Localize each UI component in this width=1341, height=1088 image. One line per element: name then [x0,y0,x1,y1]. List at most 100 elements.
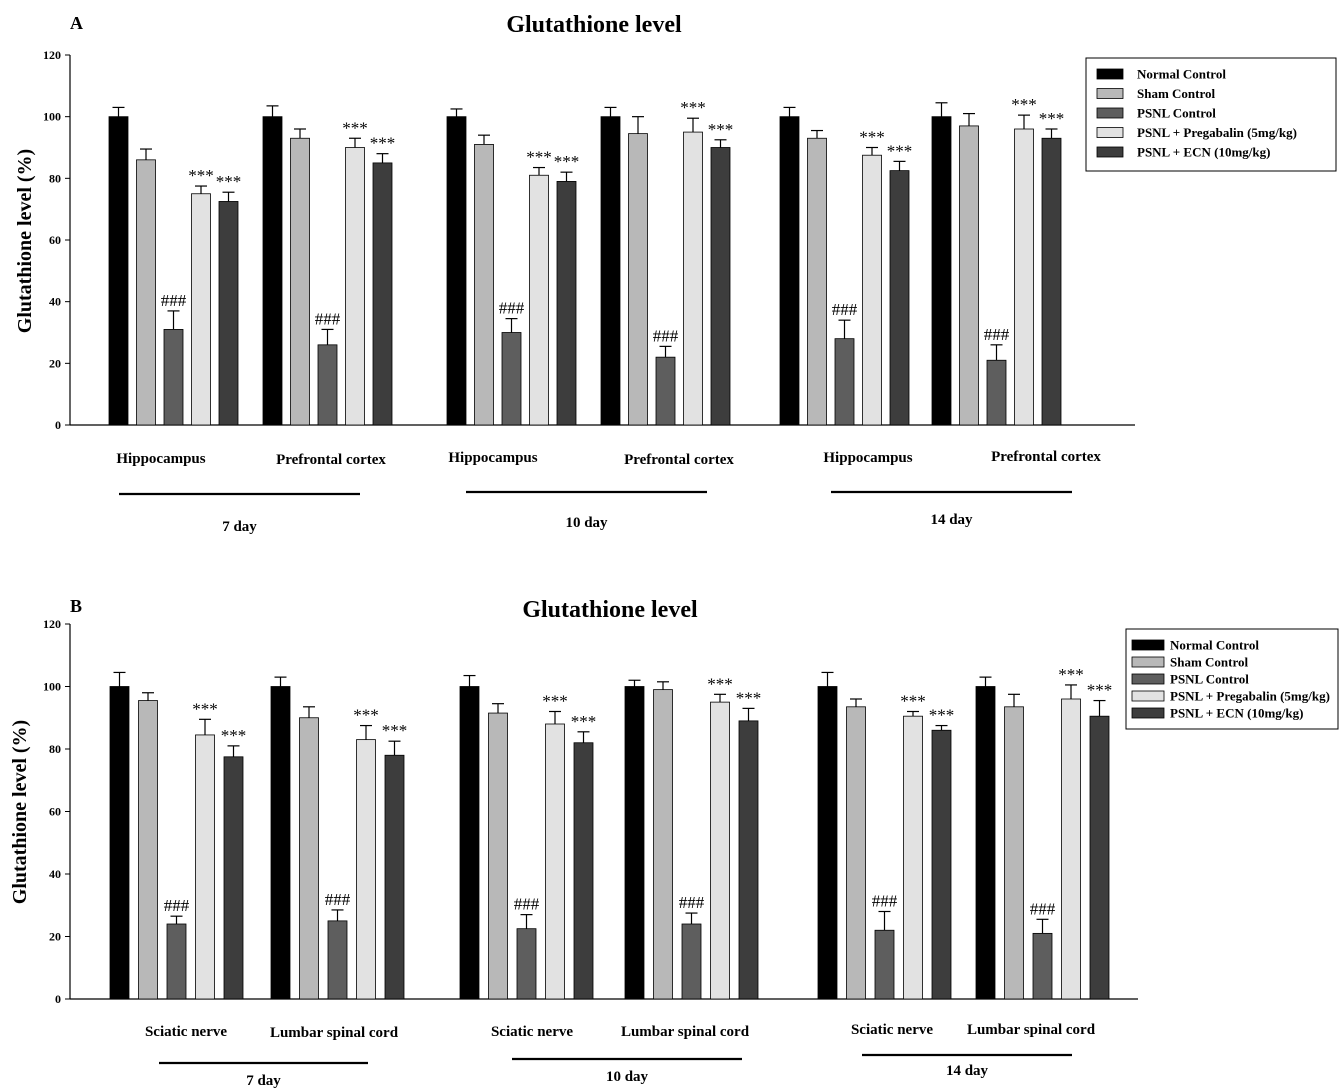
panel-a-bar [372,162,393,426]
panel-a-significance-label: *** [1011,95,1037,114]
panel-a-legend-label: PSNL + ECN (10mg/kg) [1137,145,1270,160]
panel-a-bar [474,144,494,426]
panel-b-bar [356,739,376,1000]
panel-b-significance-label: *** [382,721,408,740]
panel-a-bar [628,133,648,426]
panel-a-legend-label: Sham Control [1137,86,1216,101]
panel-b-ytick-label: 40 [49,867,61,881]
panel-b-significance-label: ### [1030,899,1056,918]
panel-a-ytick-label: 40 [49,295,61,309]
panel-a-bar [862,154,882,426]
panel-a-bar [889,170,910,426]
panel-b-legend-swatch [1131,656,1165,668]
panel-a-legend-swatch [1096,127,1124,138]
panel-b-significance-label: *** [736,688,762,707]
panel-a-ytick-label: 0 [55,418,61,432]
panel-a-ytick-label: 80 [49,171,61,185]
panel-a-significance-label: *** [526,148,552,167]
panel-a-bar [655,356,676,426]
panel-a-ytick-label: 120 [43,48,61,62]
panel-a-significance-label: *** [188,166,214,185]
panel-a-significance-label: *** [370,134,396,153]
panel-a-bar [317,344,338,426]
panel-b-bar [459,686,480,1000]
panel-a-legend-label: PSNL + Pregabalin (5mg/kg) [1137,125,1297,140]
panel-b-legend-swatch [1131,690,1165,702]
panel-b-legend-swatch [1131,639,1165,651]
panel-b-bar [109,686,130,1000]
panel-a-legend-swatch [1096,88,1124,99]
panel-b-significance-label: ### [679,893,705,912]
panel-a-significance-label: *** [1039,109,1065,128]
panel-a-bar [345,147,365,426]
panel-b-legend-swatch [1131,707,1165,719]
panel-a-significance-label: *** [554,152,580,171]
panel-a-legend-swatch [1096,146,1124,158]
panel-b-significance-label: ### [872,892,898,911]
panel-b-bar [299,717,319,1000]
panel-a-bar [1014,128,1034,426]
panel-a-category-label: Hippocampus [823,450,912,466]
panel-a-plot: 020406080100120##################*******… [43,48,1135,535]
panel-a-significance-label: *** [680,98,706,117]
panel-a-bar [136,159,156,426]
panel-b-legend-label: PSNL + Pregabalin (5mg/kg) [1170,689,1330,704]
panel-a-label: A [70,13,83,33]
panel-b-category-label: Lumbar spinal cord [621,1024,750,1040]
panel-a-bar [959,125,979,426]
panel-b-significance-label: ### [514,895,540,914]
panel-b-group-label: 10 day [606,1069,649,1085]
panel-b-bar [195,734,215,1000]
panel-b-bar [931,729,952,1000]
panel-a-legend-swatch [1096,107,1124,119]
panel-b-ytick-label: 0 [55,992,61,1006]
panel-a-significance-label: *** [342,118,368,137]
panel-b-bar [516,928,537,1000]
panel-b-bar [545,723,565,1000]
panel-b-group-label: 14 day [946,1063,989,1079]
panel-b-ytick-label: 80 [49,742,61,756]
panel-a-bar [191,193,211,426]
panel-a-bar [683,131,703,426]
panel-b-legend-label: Sham Control [1170,655,1249,670]
panel-b-significance-label: *** [542,692,568,711]
panel-a-category-label: Prefrontal cortex [991,449,1101,465]
panel-b-bar [903,715,923,1000]
panel-a-bar [501,332,522,426]
panel-a-significance-label: *** [887,141,913,160]
panel-a-group-label: 10 day [565,515,608,531]
panel-a-group-label: 7 day [222,519,257,535]
panel-b-significance-label: *** [929,706,955,725]
panel-a-bar [163,329,184,426]
panel-a-bar [931,116,952,426]
panel-b-category-label: Sciatic nerve [145,1024,227,1040]
panel-a-bar [710,147,731,426]
panel-a-legend-label: Normal Control [1137,67,1226,82]
panel-b-significance-label: *** [353,706,379,725]
panel-a-ytick-label: 60 [49,233,61,247]
panel-b-label: B [70,596,82,616]
panel-a-significance-label: ### [161,291,187,310]
panel-b-bar [573,742,594,1000]
panel-a-legend: Normal Control Sham Control PSNL Control PS… [1085,57,1337,172]
panel-b-category-label: Lumbar spinal cord [270,1025,399,1041]
panel-b-category-label: Sciatic nerve [491,1024,573,1040]
panel-b-ytick-label: 100 [43,680,61,694]
panel-a-category-label: Hippocampus [448,450,537,466]
panel-b-bar [1004,706,1024,1000]
panel-b-ytick-label: 60 [49,805,61,819]
panel-b-bar [327,920,348,1000]
panel-a-bar [262,116,283,426]
panel-b-bar [874,929,895,1000]
panel-a-bar [446,116,467,426]
panel-a-bar [529,174,549,426]
panel-b-legend-label: PSNL Control [1170,672,1249,687]
panel-a-significance-label: ### [984,325,1010,344]
panel-b-significance-label: *** [221,726,247,745]
panel-a-ytick-label: 100 [43,110,61,124]
panel-a-legend-swatch [1096,68,1124,80]
panel-b-ytick-label: 120 [43,617,61,631]
panel-b-significance-label: *** [1087,681,1113,700]
panel-a-category-label: Hippocampus [116,451,205,467]
panel-b-title: Glutathione level [522,597,698,623]
